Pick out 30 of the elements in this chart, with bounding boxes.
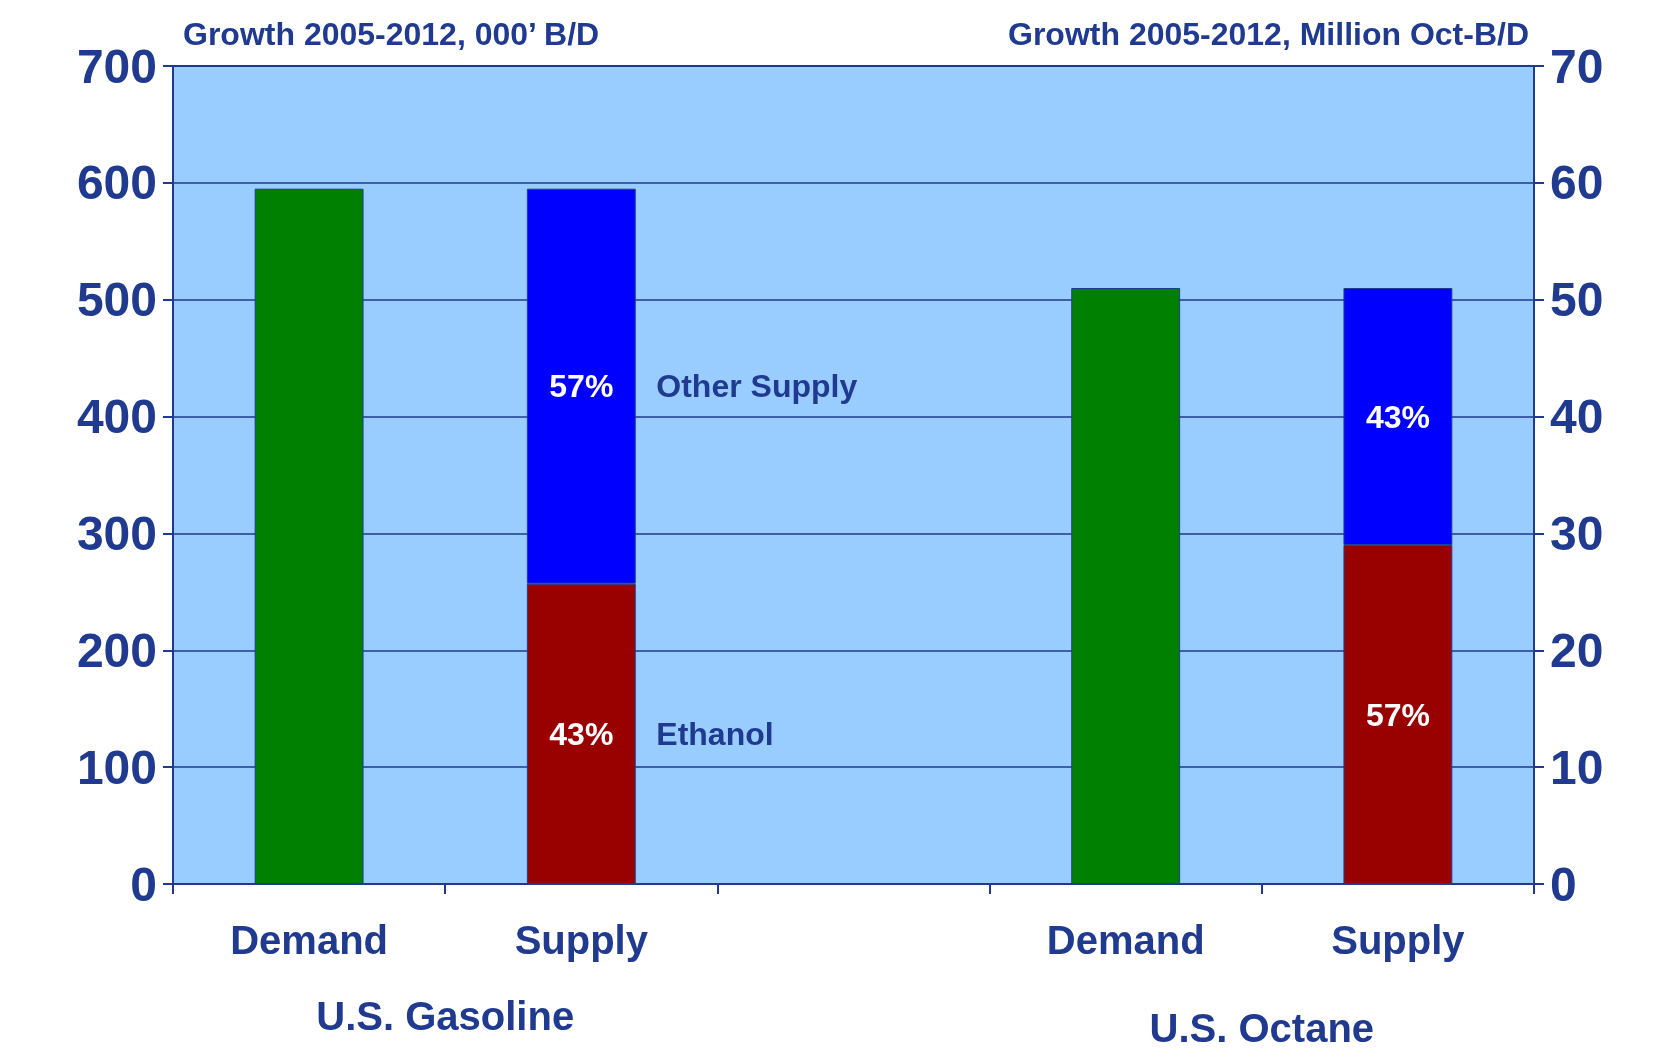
text: U.S. Gasoline [316, 994, 575, 1038]
y2-axis-title: Growth 2005-2012, Million Oct-B/D [1008, 16, 1529, 52]
x-tick-label: Supply [514, 918, 649, 962]
y2-tick-label: 30 [1550, 506, 1604, 560]
y-tick-label: 100 [76, 740, 157, 794]
annotation: 57% [1365, 696, 1430, 733]
x-tick-label: Supply [1331, 918, 1466, 962]
y-tick-label: 200 [76, 623, 157, 677]
y2-tick-label: 0 [1550, 857, 1577, 911]
x-tick-label: Demand [1046, 918, 1205, 962]
y2-tick-label: 20 [1550, 623, 1604, 677]
annotation: 57% [549, 368, 614, 405]
y-tick-label: 300 [76, 506, 157, 560]
y2-tick-label: 60 [1550, 156, 1604, 210]
y-tick-label: 500 [76, 273, 157, 327]
annotation: 43% [549, 715, 614, 752]
x-tick-label: Demand [230, 918, 389, 962]
y-axis-title: Growth 2005-2012, 000’ B/D [183, 16, 600, 52]
y2-tick-label: 40 [1550, 390, 1604, 444]
text: U.S. Octane [1149, 1006, 1375, 1050]
y2-tick-label: 70 [1550, 39, 1604, 93]
annotation: 43% [1365, 398, 1430, 435]
y-tick-label: 600 [76, 156, 157, 210]
series-label: Ethanol [656, 715, 774, 752]
y-tick-label: 400 [76, 390, 157, 444]
y-tick-label: 0 [130, 857, 157, 911]
y2-tick-label: 10 [1550, 740, 1604, 794]
y2-tick-label: 50 [1550, 273, 1604, 327]
series-label: Other Supply [656, 368, 858, 405]
y-tick-label: 700 [76, 39, 157, 93]
